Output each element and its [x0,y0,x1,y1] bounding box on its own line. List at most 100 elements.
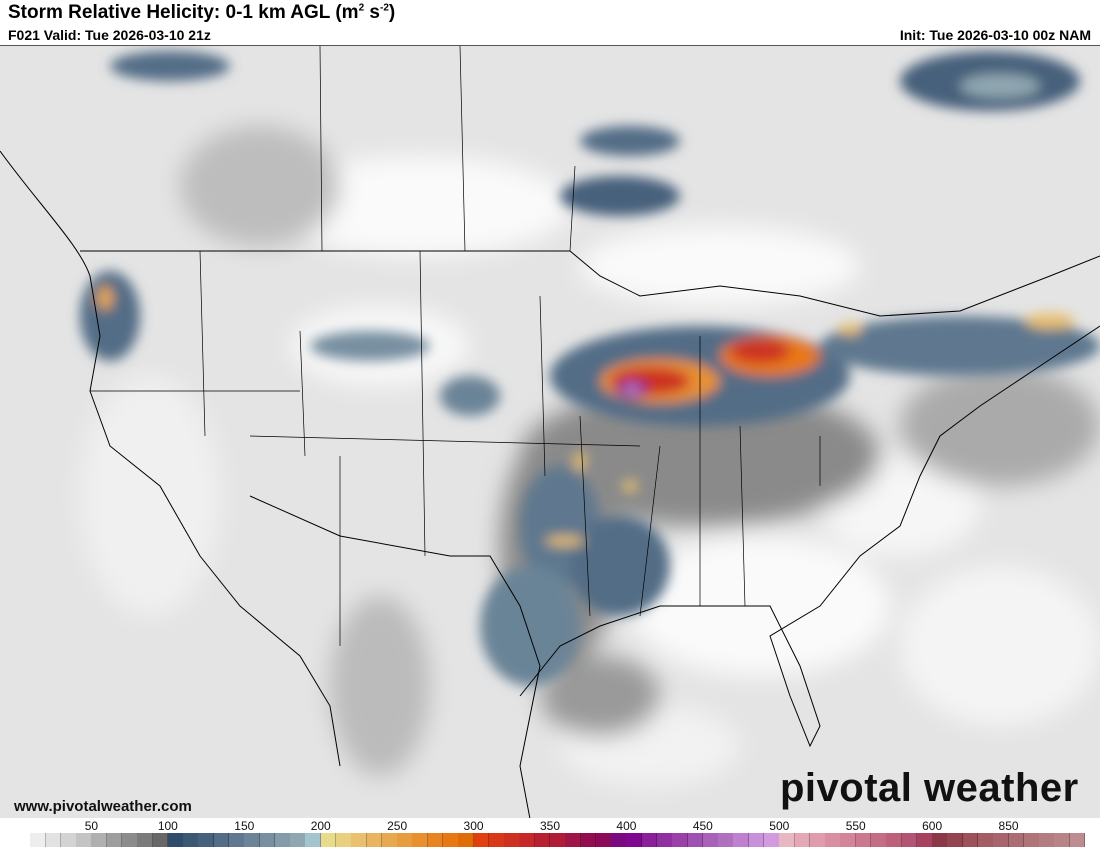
colorbar-label: 400 [616,819,637,833]
colorbar-swatch [137,833,154,847]
colorbar-swatch [809,833,826,847]
colorbar-swatch [733,833,750,847]
colorbar-label: 250 [387,819,408,833]
colorbar-swatch [595,833,612,847]
colorbar-label: 850 [998,819,1019,833]
borders [0,46,1100,819]
state-lines [90,250,821,646]
colorbar-swatch [320,833,337,847]
colorbar-swatch [183,833,199,847]
map-panel[interactable] [0,45,1100,820]
chart-title: Storm Relative Helicity: 0-1 km AGL (m2 … [8,2,395,24]
colorbar-swatch [932,833,948,847]
colorbar-swatch [916,833,933,847]
colorbar-swatch [45,833,62,847]
colorbar-swatch [962,833,979,847]
init-time: Init: Tue 2026-03-10 00z NAM [899,27,1091,43]
field-low [80,126,1100,786]
colorbar: 50 100 150 200 250 300 350 400 450 500 550 600 850 [0,818,1100,850]
colorbar-swatch [978,833,994,847]
colorbar-swatch [167,833,184,847]
colorbar-swatch [779,833,796,847]
us-mexico-border [249,495,541,819]
colorbar-swatch [1039,833,1055,847]
colorbar-swatch [718,833,734,847]
title-sup: 2 [358,2,365,14]
province-lines [319,46,576,252]
colorbar-swatch [473,833,490,847]
colorbar-swatch [213,833,230,847]
website-url[interactable]: www.pivotalweather.com [14,798,192,815]
title-text: Storm Relative Helicity: 0-1 km AGL (m [8,2,359,23]
colorbar-swatch [290,833,306,847]
colorbar-swatch [76,833,92,847]
colorbar-swatch [626,833,643,847]
colorbar-label: 550 [845,819,866,833]
colorbar-swatch [15,833,31,847]
colorbar-swatch [764,833,780,847]
colorbar-swatch [672,833,689,847]
colorbar-swatch [565,833,582,847]
colorbar-swatch [657,833,673,847]
colorbar-label: 450 [692,819,713,833]
colorbar-swatch [825,833,841,847]
colorbar-swatch [122,833,138,847]
colorbar-swatch [244,833,261,847]
colorbar-swatch [229,833,245,847]
colorbar-swatch [351,833,368,847]
valid-time: F021 Valid: Tue 2026-03-10 21z [8,27,211,43]
colorbar-swatch [641,833,658,847]
colorbar-swatch [947,833,964,847]
colorbar-swatch [748,833,765,847]
colorbar-swatch [580,833,597,847]
colorbar-swatch [1054,833,1071,847]
colorbar-label: 50 [84,819,99,833]
colorbar-swatch [1008,833,1025,847]
colorbar-swatch [504,833,520,847]
pivotal-weather-logo: pivotal weather [780,766,1079,810]
colorbar-swatch [60,833,77,847]
colorbar-swatch [106,833,123,847]
title-text-mid: s [364,2,380,23]
colorbar-label: 200 [310,819,331,833]
colorbar-swatch [488,833,505,847]
title-text-end: ) [388,2,396,23]
colorbar-swatch [1023,833,1040,847]
colorbar-swatch [687,833,704,847]
colorbar-swatch [198,833,215,847]
colorbar-swatch [993,833,1010,847]
colorbar-swatch [611,833,627,847]
colorbar-swatch [855,833,872,847]
colorbar-swatch [381,833,398,847]
colorbar-swatch [366,833,383,847]
colorbar-swatch [336,833,352,847]
field-high [80,51,1100,686]
title-sup: -2 [379,2,389,14]
colorbar-swatch [901,833,918,847]
colorbar-swatch [871,833,887,847]
colorbar-swatch [427,833,444,847]
colorbar-swatch [1069,833,1086,847]
colorbar-swatch [91,833,108,847]
colorbar-swatch [412,833,429,847]
colorbar-swatch [305,833,322,847]
colorbar-label: 350 [539,819,561,833]
colorbar-swatch [550,833,566,847]
colorbar-swatch [840,833,857,847]
colorbar-label: 300 [463,819,484,833]
colorbar-swatch [397,833,413,847]
colorbar-swatch [259,833,276,847]
colorbar-label: 500 [769,819,790,833]
colorbar-swatch [443,833,459,847]
colorbar-swatch [30,833,47,847]
colorbar-label: 100 [157,819,178,833]
colorbar-swatch [274,833,291,847]
west-coastline [0,150,341,767]
colorbar-swatch [519,833,536,847]
gulf-east-coastline [519,325,1100,748]
colorbar-label: 600 [922,819,943,833]
colorbar-swatch [534,833,551,847]
colorbar-swatch [794,833,811,847]
us-canada-border [80,250,1100,317]
colorbar-swatch [152,833,169,847]
